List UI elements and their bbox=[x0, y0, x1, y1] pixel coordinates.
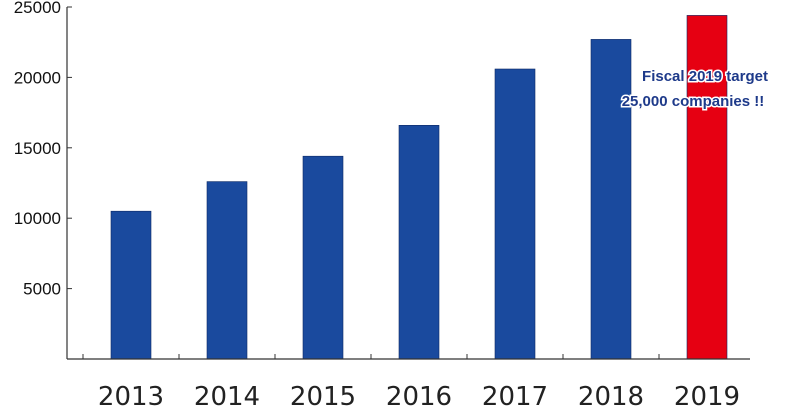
bar-2013 bbox=[110, 210, 152, 360]
x-tick-label-2017: 2017 bbox=[482, 382, 548, 412]
annotation-line-2: 25,000 companies !! bbox=[622, 93, 765, 110]
annotation-line-1: Fiscal 2019 target bbox=[642, 68, 768, 85]
x-tick-label-2019: 2019 bbox=[674, 382, 740, 412]
y-ticks: 5000 10000 15000 20000 25000 bbox=[14, 0, 72, 299]
y-tick-label-20000: 20000 bbox=[14, 68, 61, 87]
x-tick-label-2018: 2018 bbox=[578, 382, 644, 412]
y-tick-label-5000: 5000 bbox=[23, 280, 61, 299]
x-tick-label-2013: 2013 bbox=[98, 382, 164, 412]
x-tick-label-2016: 2016 bbox=[386, 382, 452, 412]
y-tick-label-10000: 10000 bbox=[14, 209, 61, 228]
x-ticks: 2013 2014 2015 2016 2017 2018 2019 bbox=[82, 354, 740, 412]
bar-2014 bbox=[206, 181, 248, 360]
bar-2018 bbox=[590, 39, 632, 360]
y-tick-label-15000: 15000 bbox=[14, 139, 61, 158]
bar-2015 bbox=[302, 155, 344, 360]
bar-2017 bbox=[494, 68, 536, 360]
x-tick-label-2014: 2014 bbox=[194, 382, 260, 412]
x-tick-label-2015: 2015 bbox=[290, 382, 356, 412]
y-tick-label-25000: 25000 bbox=[14, 0, 61, 17]
bar-2016 bbox=[398, 125, 440, 360]
bar-2019 bbox=[686, 15, 728, 360]
bars-layer bbox=[110, 15, 728, 360]
